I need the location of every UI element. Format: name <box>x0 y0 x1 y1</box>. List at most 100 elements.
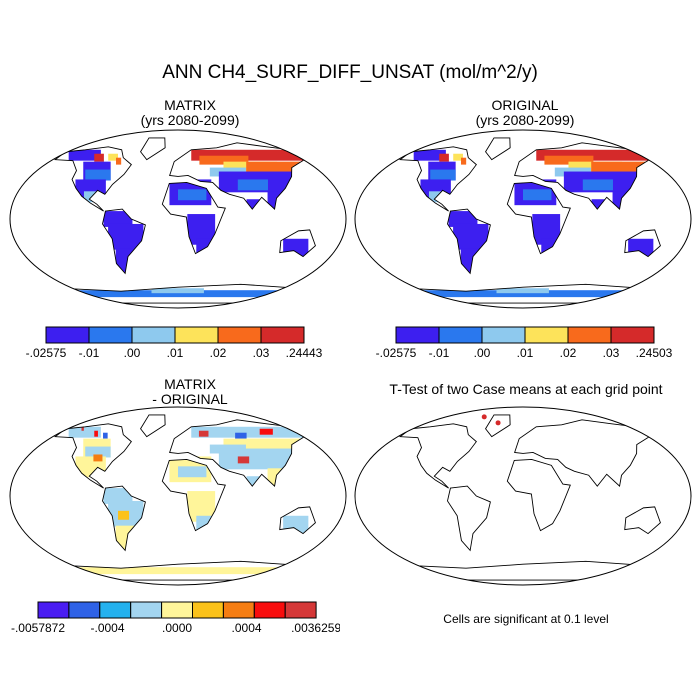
colorbar-tick-label: .0000 <box>162 621 192 635</box>
map-cell <box>151 288 204 294</box>
coastline <box>624 229 661 258</box>
colorbar-tick-label: .24443 <box>286 346 323 360</box>
map-cell <box>413 149 446 161</box>
panel-title-line1: MATRIX <box>164 97 216 113</box>
map-cell <box>544 155 594 165</box>
map-cell <box>541 238 559 255</box>
difference-colorbar: -.0057872 -.0004 .0000 .0004 .0036259 <box>11 601 340 635</box>
map-cell <box>178 189 207 201</box>
panel-title-line1: ORIGINAL <box>491 97 559 113</box>
colorbar-swatch <box>161 601 194 619</box>
coastline <box>53 423 132 489</box>
colorbar-swatch <box>131 326 176 344</box>
colorbar-swatch <box>130 601 163 619</box>
coastline <box>624 506 661 535</box>
colorbar-swatch <box>438 326 483 344</box>
map-cell <box>103 488 133 504</box>
coastline <box>53 146 132 212</box>
coastline <box>485 137 511 161</box>
coastline <box>506 458 571 532</box>
colorbar-swatch <box>284 601 317 619</box>
map-outline <box>9 129 347 309</box>
coastline <box>102 485 146 552</box>
map-cell <box>93 454 103 462</box>
map-difference <box>9 406 347 586</box>
colorbar-swatch <box>567 326 612 344</box>
colorbar-tick-label: -.0004 <box>91 621 125 635</box>
colorbar-swatch <box>99 601 132 619</box>
map-cell <box>191 426 306 438</box>
panel-title-line2: (yrs 2080-2099) <box>475 112 575 128</box>
map-cell <box>536 149 651 161</box>
colorbar-swatch <box>222 601 255 619</box>
map-cell <box>439 153 449 162</box>
colorbar-swatch <box>481 326 526 344</box>
map-cell <box>448 211 478 227</box>
map-cell <box>68 149 101 161</box>
colorbar-tick-label: .0036259 <box>291 621 340 635</box>
map-cell <box>108 153 118 161</box>
map-cell <box>237 456 250 464</box>
coastline <box>140 137 166 161</box>
map-cell <box>246 438 302 450</box>
map-cell <box>235 432 247 439</box>
colorbar-tick-label: .02 <box>210 346 227 360</box>
colorbar-swatch <box>37 601 70 619</box>
colorbar-tick-label: .03 <box>253 346 270 360</box>
matrix-colorbar: -.02575 -.01 .00 .01 .02 .03 .24443 <box>26 326 323 360</box>
coastline <box>403 560 643 581</box>
map-cell <box>259 428 273 435</box>
map-cell <box>94 153 104 162</box>
page-title: ANN CH4_SURF_DIFF_UNSAT (mol/m^2/y) <box>162 62 538 83</box>
coastline <box>102 208 146 275</box>
map-matrix <box>9 129 347 309</box>
map-cell <box>178 466 207 478</box>
ttest-note: Cells are significant at 0.1 level <box>443 612 609 626</box>
panel-title-line2: (yrs 2080-2099) <box>140 112 240 128</box>
map-outline <box>354 406 692 586</box>
colorbar-tick-label: .03 <box>603 346 620 360</box>
coastline <box>514 142 651 210</box>
colorbar-swatch <box>68 601 101 619</box>
colorbar-swatch <box>192 601 224 619</box>
panel-title-matrix: MATRIX (yrs 2080-2099) <box>40 98 340 128</box>
colorbar-swatch <box>524 326 569 344</box>
map-cell <box>68 426 101 438</box>
map-cell <box>496 288 549 294</box>
map-cell <box>85 446 111 458</box>
colorbar-tick-label: -.02575 <box>376 346 417 360</box>
coastline <box>398 423 477 489</box>
coastline <box>161 458 226 532</box>
map-cell <box>85 169 111 181</box>
map-outline <box>354 129 692 309</box>
original-colorbar: -.02575 -.01 .00 .01 .02 .03 .24503 <box>376 326 673 360</box>
map-cell <box>115 157 122 165</box>
colorbar-swatch <box>88 326 133 344</box>
map-cell <box>246 161 302 173</box>
colorbar-tick-label: -.0057872 <box>11 621 65 635</box>
map-ttest <box>354 406 692 586</box>
colorbar-tick-label: .00 <box>124 346 141 360</box>
map-cell <box>81 424 84 431</box>
coastline <box>169 419 306 487</box>
map-cell <box>199 155 249 165</box>
panel-title-ttest: T-Test of two Case means at each grid po… <box>352 382 700 397</box>
coastline <box>506 181 571 255</box>
panel-title-original: ORIGINAL (yrs 2080-2099) <box>375 98 675 128</box>
map-cell <box>407 290 629 298</box>
colorbar-swatch <box>217 326 262 344</box>
coastline <box>161 181 226 255</box>
map-cell <box>460 157 467 165</box>
panel-title-line1: MATRIX <box>164 376 216 392</box>
coastline <box>447 208 491 275</box>
colorbar-swatch <box>395 326 440 344</box>
coastline <box>140 414 166 438</box>
map-cell <box>103 211 133 227</box>
coastline <box>514 419 651 487</box>
map-cell <box>196 238 214 255</box>
colorbar-tick-label: .00 <box>474 346 491 360</box>
map-cell <box>591 161 647 173</box>
map-cell <box>198 430 209 437</box>
colorbar-tick-label: .02 <box>560 346 577 360</box>
map-cell <box>430 169 456 181</box>
